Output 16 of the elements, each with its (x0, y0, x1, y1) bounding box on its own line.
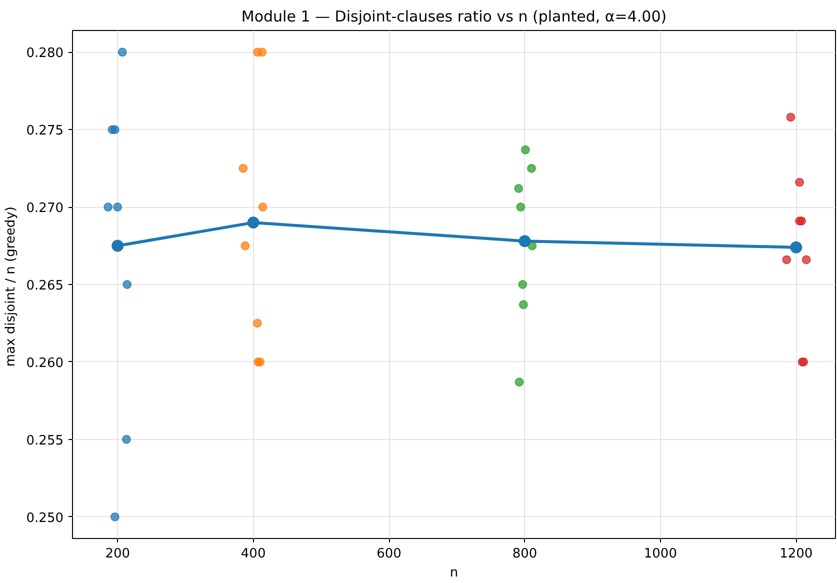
x-tick-label: 1200 (780, 546, 813, 562)
y-tick-label: 0.280 (26, 46, 64, 62)
y-tick-label: 0.265 (26, 278, 64, 294)
x-tick-label: 400 (240, 546, 266, 562)
y-tick-label: 0.270 (26, 201, 64, 216)
y-tick-label: 0.260 (26, 356, 64, 371)
y-axis-title: max disjoint / n (greedy) (3, 206, 18, 367)
x-axis-title: n (450, 566, 458, 580)
chart-title: Module 1 — Disjoint-clauses ratio vs n (planted, α=4.00) (241, 8, 667, 26)
x-tick-label: 200 (105, 546, 130, 562)
y-tick-label: 0.250 (26, 510, 64, 526)
x-tick-label: 1000 (644, 546, 677, 562)
x-tick-label: 800 (512, 546, 538, 562)
y-tick-label: 0.275 (26, 124, 64, 139)
y-tick-label: 0.255 (26, 433, 64, 448)
x-tick-label: 600 (376, 546, 402, 562)
